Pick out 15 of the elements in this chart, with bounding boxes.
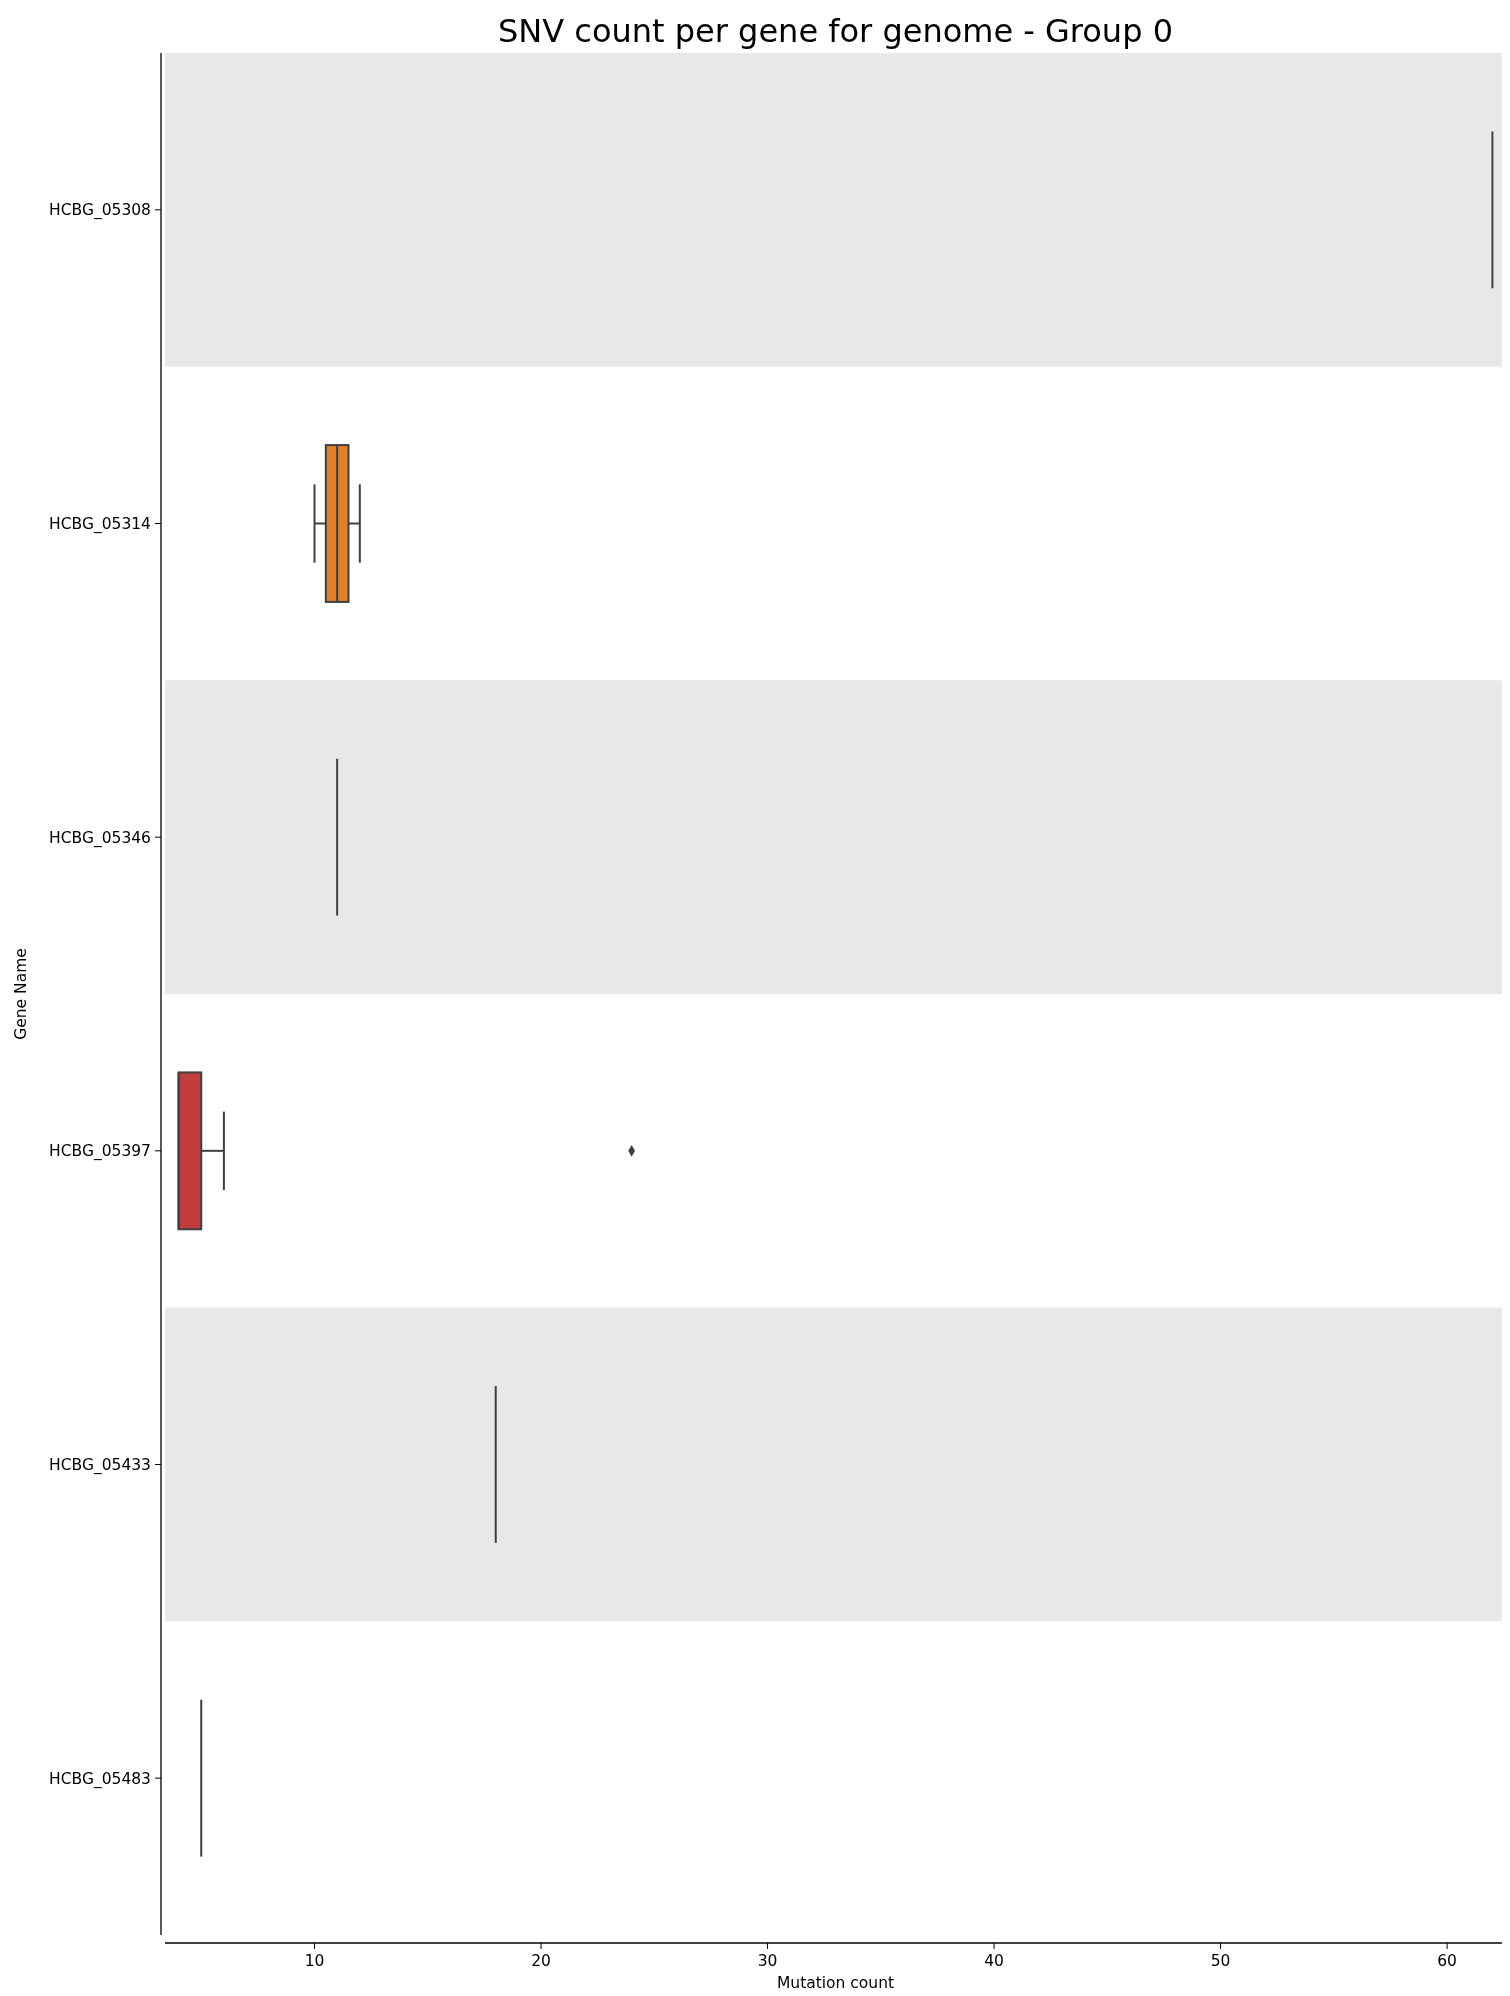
x-tick-label: 20 [531, 1952, 551, 1970]
y-tick-label: HCBG_05483 [49, 1769, 151, 1789]
x-tick-label: 60 [1437, 1952, 1457, 1970]
x-tick-label: 40 [984, 1952, 1004, 1970]
y-tick-label: HCBG_05433 [49, 1455, 151, 1475]
x-axis-title: Mutation count [776, 1974, 895, 1992]
x-tick-label: 30 [757, 1952, 778, 1970]
y-tick-label: HCBG_05397 [49, 1142, 151, 1162]
y-tick-label: HCBG_05346 [49, 828, 151, 848]
x-tick-label: 10 [304, 1952, 325, 1970]
y-tick-label: HCBG_05308 [49, 201, 151, 221]
y-axis-title: Gene Name [12, 948, 30, 1040]
x-tick-label: 50 [1210, 1952, 1231, 1970]
chart-title: SNV count per gene for genome - Group 0 [498, 12, 1173, 50]
y-tick-label: HCBG_05314 [49, 514, 151, 534]
